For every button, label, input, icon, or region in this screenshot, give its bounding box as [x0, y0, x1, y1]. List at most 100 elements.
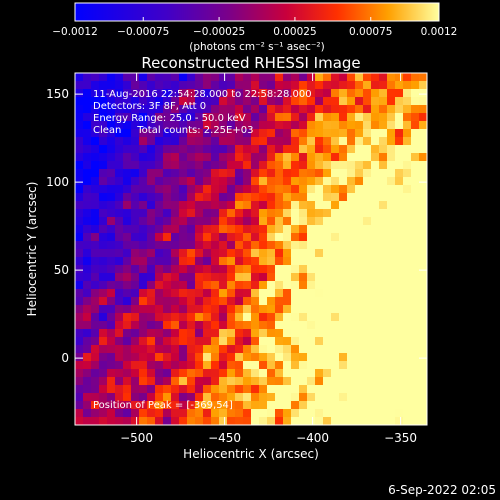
heatmap-cell [251, 153, 260, 162]
heatmap-cell [307, 121, 316, 130]
heatmap-cell [227, 81, 236, 90]
heatmap-cell [331, 137, 340, 146]
heatmap-cell [83, 393, 92, 402]
heatmap-cell [371, 217, 380, 226]
heatmap-cell [419, 129, 427, 138]
heatmap-cell [219, 105, 228, 114]
heatmap-cell [115, 121, 124, 130]
heatmap-cell [147, 393, 156, 402]
heatmap-cell [91, 409, 100, 418]
heatmap-cell [115, 297, 124, 306]
heatmap-cell [259, 113, 268, 122]
heatmap-cell [171, 305, 180, 314]
heatmap-cell [283, 73, 292, 82]
heatmap-cell [371, 249, 380, 258]
heatmap-cell [75, 209, 84, 218]
heatmap-cell [107, 249, 116, 258]
heatmap-cell [275, 137, 284, 146]
heatmap-cell [267, 81, 276, 90]
heatmap-cell [75, 233, 84, 242]
heatmap-cell [211, 105, 220, 114]
heatmap-cell [195, 185, 204, 194]
heatmap-cell [395, 201, 404, 210]
heatmap-cell [307, 169, 316, 178]
heatmap-cell [107, 217, 116, 226]
heatmap-cell [387, 401, 396, 410]
heatmap-cell [291, 249, 300, 258]
heatmap-cell [371, 201, 380, 210]
heatmap-cell [395, 177, 404, 186]
heatmap-cell [291, 361, 300, 370]
heatmap-cell [275, 73, 284, 82]
heatmap-cell [347, 281, 356, 290]
heatmap-cell [171, 81, 180, 90]
heatmap-cell [163, 129, 172, 138]
heatmap-cell [83, 249, 92, 258]
heatmap-cell [115, 257, 124, 266]
heatmap-cell [419, 305, 427, 314]
heatmap-cell [155, 345, 164, 354]
heatmap-cell [339, 185, 348, 194]
heatmap-cell [411, 305, 420, 314]
heatmap-cell [187, 193, 196, 202]
heatmap-cell [187, 217, 196, 226]
heatmap-cell [291, 353, 300, 362]
heatmap-cell [331, 289, 340, 298]
heatmap-cell [355, 273, 364, 282]
heatmap-cell [347, 273, 356, 282]
heatmap-cell [211, 417, 220, 425]
heatmap-cell [227, 185, 236, 194]
heatmap-cell [187, 113, 196, 122]
heatmap-cell [347, 201, 356, 210]
heatmap-cell [251, 137, 260, 146]
heatmap-cell [99, 417, 108, 425]
heatmap-cell [395, 73, 404, 82]
heatmap-cell [171, 121, 180, 130]
heatmap-cell [123, 137, 132, 146]
heatmap-cell [203, 73, 212, 82]
heatmap-cell [171, 385, 180, 394]
heatmap-cell [219, 81, 228, 90]
heatmap-cell [379, 417, 388, 425]
heatmap-cell [115, 81, 124, 90]
heatmap-cell [251, 193, 260, 202]
heatmap-cell [219, 121, 228, 130]
heatmap-cell [179, 257, 188, 266]
heatmap-cell [411, 257, 420, 266]
heatmap-cell [227, 257, 236, 266]
heatmap-cell [219, 313, 228, 322]
heatmap-cell [339, 289, 348, 298]
heatmap-cell [283, 201, 292, 210]
heatmap-cell [379, 281, 388, 290]
heatmap-cell [227, 153, 236, 162]
heatmap-cell [307, 409, 316, 418]
heatmap-cell [355, 257, 364, 266]
heatmap-cell [259, 257, 268, 266]
heatmap-cell [75, 409, 84, 418]
heatmap-cell [259, 281, 268, 290]
heatmap-cell [275, 417, 284, 425]
heatmap-cell [347, 121, 356, 130]
heatmap-cell [171, 161, 180, 170]
heatmap-cell [147, 241, 156, 250]
heatmap-cell [163, 89, 172, 98]
heatmap-cell [371, 409, 380, 418]
heatmap-cell [243, 233, 252, 242]
heatmap-cell [371, 73, 380, 82]
heatmap-cell [291, 97, 300, 106]
heatmap-cell [291, 169, 300, 178]
footer-date: 6-Sep-2022 02:05 [388, 483, 496, 497]
heatmap-cell [131, 73, 140, 82]
heatmap-cell [371, 393, 380, 402]
heatmap-cell [251, 345, 260, 354]
heatmap-cell [99, 121, 108, 130]
heatmap-cell [403, 129, 412, 138]
heatmap-cell [203, 289, 212, 298]
heatmap-cell [339, 337, 348, 346]
heatmap-cell [75, 185, 84, 194]
heatmap-cell [283, 361, 292, 370]
heatmap-cell [323, 385, 332, 394]
heatmap-cell [195, 249, 204, 258]
heatmap-cell [395, 105, 404, 114]
heatmap-cell [371, 233, 380, 242]
